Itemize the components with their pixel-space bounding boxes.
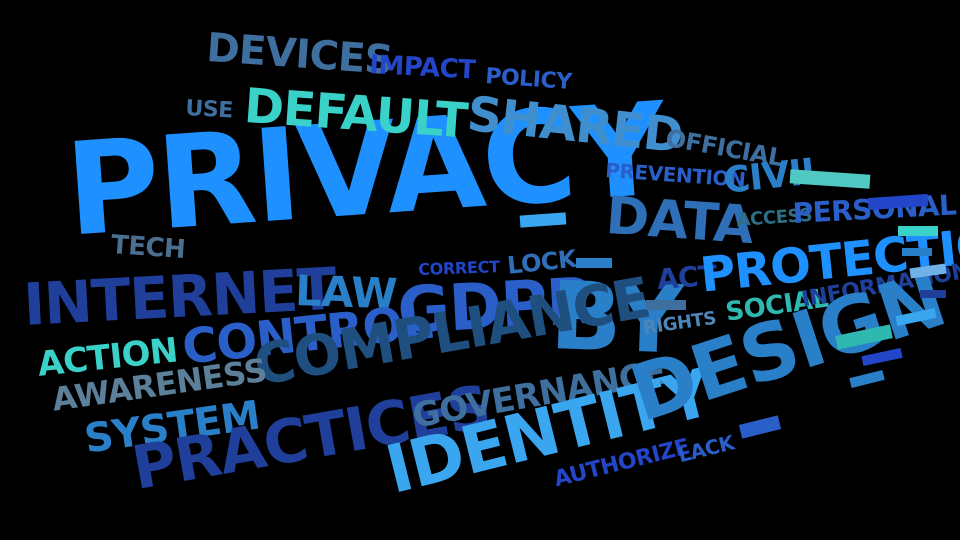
fragment-11 bbox=[738, 415, 782, 439]
fragment-14 bbox=[646, 300, 686, 310]
word-tech: TECH bbox=[110, 230, 187, 266]
word-use: USE bbox=[184, 96, 234, 124]
fragment-13 bbox=[576, 258, 612, 268]
fragment-4 bbox=[902, 248, 932, 256]
word-devices: DEVICES bbox=[205, 25, 395, 84]
fragment-6 bbox=[920, 290, 946, 298]
word-data: DATA bbox=[604, 186, 755, 257]
word-impact: IMPACT bbox=[368, 50, 477, 86]
fragment-3 bbox=[898, 226, 938, 236]
word-default: DEFAULT bbox=[242, 78, 469, 150]
